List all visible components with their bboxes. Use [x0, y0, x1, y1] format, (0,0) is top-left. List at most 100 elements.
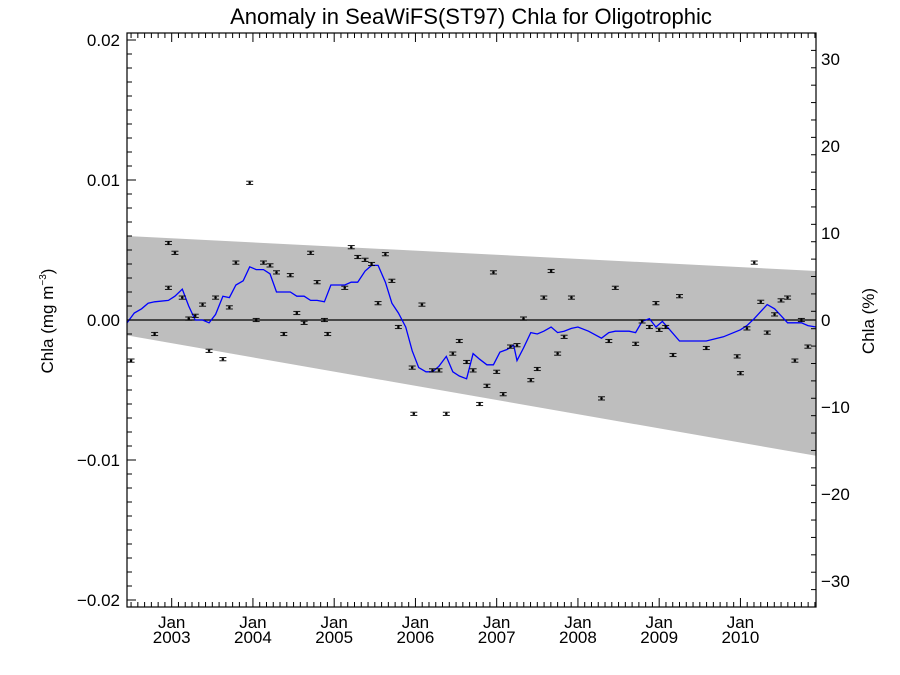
data-point	[219, 357, 227, 362]
data-point	[632, 341, 640, 346]
data-point	[164, 240, 172, 246]
data-point	[171, 250, 179, 255]
tick-labels-layer: Jan2003Jan2004Jan2005Jan2006Jan2007Jan20…	[77, 31, 850, 647]
smoothed-anomaly-line	[126, 264, 817, 380]
x-tick-label-year: 2003	[153, 628, 191, 647]
data-point	[513, 343, 521, 348]
data-point	[435, 368, 443, 373]
y-right-tick-label: 10	[821, 224, 840, 243]
data-point	[702, 345, 710, 351]
data-point	[273, 270, 280, 275]
data-point	[652, 301, 660, 306]
data-point	[771, 312, 779, 317]
data-point	[205, 348, 213, 353]
data-point	[225, 305, 233, 310]
y-right-tick-label: 0	[821, 311, 830, 330]
chart-title: Anomaly in SeaWiFS(ST97) Chla for Oligot…	[230, 4, 712, 29]
data-point	[313, 280, 321, 285]
data-point	[191, 313, 199, 318]
data-point	[554, 351, 562, 356]
data-point	[408, 365, 416, 370]
x-tick-label-year: 2010	[722, 628, 760, 647]
x-tick-label-month: Jan	[402, 613, 429, 632]
data-point	[489, 270, 497, 275]
data-point	[418, 302, 426, 307]
data-point	[151, 331, 159, 337]
x-tick-label-year: 2009	[640, 628, 678, 647]
data-point	[410, 411, 418, 416]
data-point	[341, 285, 349, 290]
data-point	[638, 319, 646, 324]
data-point	[507, 344, 514, 349]
x-tick-label-month: Jan	[727, 613, 754, 632]
data-point	[463, 359, 471, 365]
y-axis-right-title: Chla (%)	[859, 288, 878, 354]
data-point	[733, 354, 741, 359]
data-point	[232, 260, 240, 265]
data-point	[791, 358, 799, 363]
y-right-tick-label: 30	[821, 50, 840, 69]
data-point	[567, 295, 575, 300]
data-point	[520, 316, 527, 321]
data-point	[429, 368, 436, 373]
data-point	[361, 257, 369, 262]
data-point	[320, 317, 328, 323]
y-right-tick-label: −10	[821, 398, 850, 417]
data-point	[499, 392, 507, 397]
y-left-tick-label: 0.01	[87, 171, 120, 190]
data-point	[388, 278, 396, 283]
data-point	[540, 295, 548, 300]
data-point	[763, 330, 771, 335]
data-point	[547, 268, 555, 274]
data-point	[368, 261, 376, 267]
data-point	[266, 263, 274, 268]
axes-layer	[126, 32, 817, 608]
data-point	[381, 252, 389, 257]
data-point	[797, 317, 805, 323]
x-tick-label-month: Jan	[483, 613, 510, 632]
data-point	[324, 331, 332, 337]
data-point	[777, 298, 785, 303]
data-point	[449, 351, 457, 356]
data-point	[300, 320, 308, 325]
data-point	[394, 324, 402, 330]
y-left-tick-label: 0.00	[87, 311, 120, 330]
data-point	[293, 310, 301, 316]
y-left-tick-label: 0.02	[87, 31, 120, 50]
y-axis-left-title-sup: −3	[38, 274, 49, 286]
data-point	[493, 369, 501, 374]
data-point	[164, 285, 172, 290]
shaded-band	[127, 236, 816, 456]
data-point	[246, 180, 254, 185]
data-point	[662, 324, 670, 330]
y-right-tick-label: −20	[821, 485, 850, 504]
x-tick-label-month: Jan	[320, 613, 347, 632]
data-point	[533, 366, 541, 372]
data-point	[307, 250, 315, 255]
data-point	[560, 334, 568, 339]
shaded-band-layer	[127, 236, 816, 456]
data-point	[199, 302, 207, 307]
data-point	[598, 396, 605, 401]
y-left-tick-label: −0.02	[77, 591, 120, 610]
x-tick-label-month: Jan	[239, 613, 266, 632]
data-point	[280, 331, 288, 337]
y-axis-left-title: Chla (mg m−3)	[38, 269, 57, 374]
data-point	[736, 371, 744, 376]
data-point	[784, 295, 792, 300]
x-tick-label-month: Jan	[564, 613, 591, 632]
y-axis-left-title-close: )	[38, 269, 57, 275]
data-point	[655, 327, 663, 332]
smoothed-line-layer	[126, 264, 817, 380]
data-point	[757, 299, 765, 304]
data-point	[469, 368, 477, 373]
x-tick-label-year: 2004	[234, 628, 272, 647]
data-point	[260, 260, 267, 265]
data-point	[374, 301, 382, 306]
y-right-tick-label: −30	[821, 572, 850, 591]
data-point	[347, 245, 355, 250]
x-tick-label-year: 2008	[559, 628, 597, 647]
data-point	[286, 273, 294, 278]
data-point	[611, 285, 619, 290]
